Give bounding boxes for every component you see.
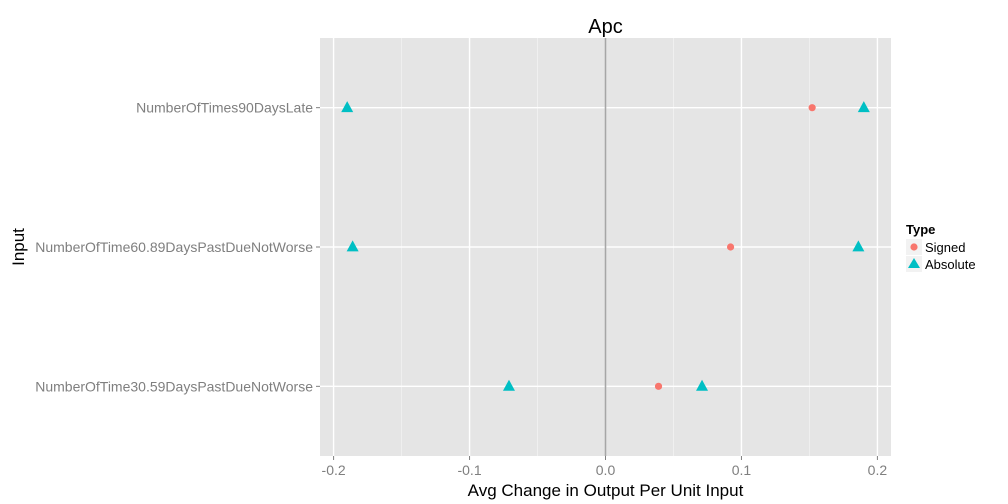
x-axis-title: Avg Change in Output Per Unit Input — [468, 481, 744, 500]
data-points — [341, 101, 870, 391]
point-signed — [726, 243, 735, 251]
legend-label-absolute: Absolute — [925, 257, 976, 272]
chart-title: Apc — [588, 16, 622, 38]
y-tick-label: NumberOfTimes90DaysLate — [136, 100, 313, 116]
legend-title: Type — [906, 222, 935, 237]
point-absolute — [346, 240, 359, 252]
point-absolute — [852, 240, 865, 252]
y-tick-label: NumberOfTime60.89DaysPastDueNotWorse — [35, 239, 313, 255]
x-tick-label: 0.2 — [868, 462, 888, 478]
x-tick-label: -0.2 — [322, 462, 346, 478]
x-tick-label: 0.1 — [732, 462, 752, 478]
y-axis-title: Input — [9, 228, 28, 266]
legend: Type Signed Absolute — [906, 222, 976, 272]
point-absolute — [341, 101, 354, 113]
legend-label-signed: Signed — [925, 240, 965, 255]
x-axis-ticks: -0.2 -0.1 0.0 0.1 0.2 — [322, 456, 888, 478]
point-signed — [808, 104, 816, 112]
legend-item-absolute: Absolute — [906, 256, 976, 272]
legend-signed-marker — [910, 243, 918, 251]
point-signed — [654, 382, 663, 390]
point-absolute — [696, 379, 709, 391]
y-axis-ticks: NumberOfTimes90DaysLate NumberOfTime60.89… — [35, 100, 320, 394]
legend-absolute-marker — [908, 258, 920, 268]
x-tick-label: -0.1 — [457, 462, 481, 478]
point-absolute — [857, 101, 870, 113]
x-tick-label: 0.0 — [596, 462, 616, 478]
y-tick-label: NumberOfTime30.59DaysPastDueNotWorse — [35, 378, 313, 394]
point-absolute — [502, 379, 515, 391]
legend-item-signed: Signed — [906, 239, 965, 255]
